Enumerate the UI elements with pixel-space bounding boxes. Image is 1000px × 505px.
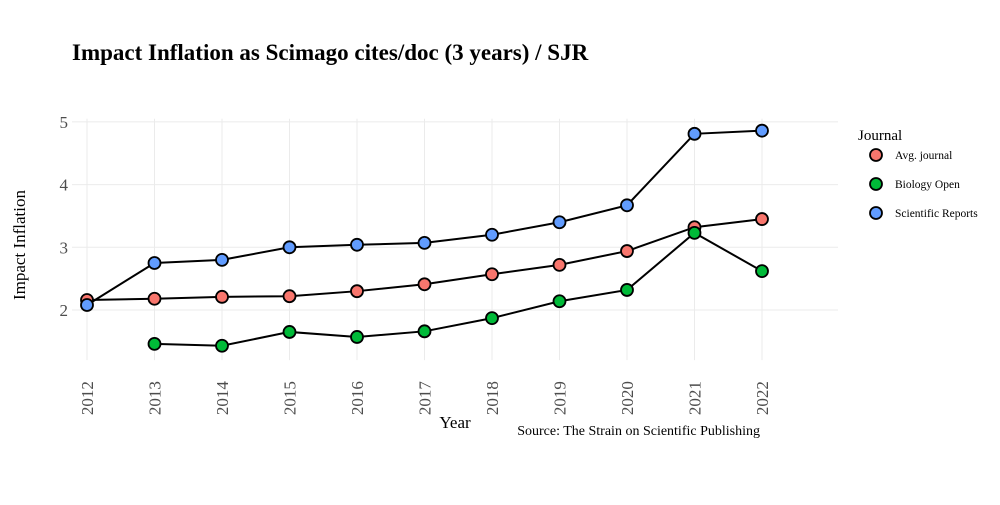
- data-point: [282, 240, 297, 255]
- y-tick-label: 4: [60, 176, 69, 195]
- x-tick-label: 2012: [78, 381, 97, 415]
- x-tick-label: 2013: [146, 381, 165, 415]
- x-tick-label: 2017: [416, 381, 435, 416]
- x-tick-label: 2020: [618, 381, 637, 415]
- x-tick-label: 2015: [281, 381, 300, 415]
- data-point: [552, 215, 567, 230]
- x-tick-label: 2016: [348, 381, 367, 415]
- y-tick-label: 5: [60, 113, 69, 132]
- data-point: [552, 257, 567, 272]
- data-point: [620, 198, 634, 213]
- legend-key: [869, 177, 883, 191]
- legend-label: Avg. journal: [895, 150, 952, 162]
- data-point: [282, 289, 297, 304]
- data-point: [350, 284, 364, 299]
- data-point: [417, 324, 432, 339]
- data-point: [417, 236, 432, 250]
- x-tick-label: 2022: [753, 381, 772, 415]
- x-tick-label: 2018: [483, 381, 502, 415]
- data-point: [755, 264, 769, 279]
- data-point: [687, 126, 702, 141]
- data-point: [755, 212, 769, 226]
- series-line-1: [154, 231, 763, 347]
- x-axis-label: Year: [439, 413, 471, 432]
- chart-title: Impact Inflation as Scimago cites/doc (3…: [72, 40, 589, 65]
- x-tick-label: 2021: [686, 381, 705, 415]
- data-point: [147, 336, 162, 351]
- x-tick-label: 2019: [551, 381, 570, 415]
- y-tick-label: 3: [60, 238, 69, 257]
- data-point: [147, 256, 162, 270]
- y-tick-label: 2: [60, 301, 69, 320]
- data-point: [215, 289, 229, 304]
- data-point: [215, 338, 229, 353]
- caption: Source: The Strain on Scientific Publish…: [517, 424, 760, 439]
- data-point: [687, 225, 702, 240]
- data-point: [282, 325, 297, 339]
- data-point: [485, 311, 499, 326]
- data-point: [755, 123, 769, 138]
- legend-label: Biology Open: [895, 179, 960, 191]
- data-point: [215, 252, 229, 267]
- data-point: [485, 227, 499, 242]
- legend-title: Journal: [858, 128, 902, 144]
- data-point: [350, 330, 364, 344]
- data-point: [620, 244, 634, 258]
- y-axis-label: Impact Inflation: [10, 190, 29, 300]
- data-point: [417, 277, 432, 292]
- data-point: [350, 237, 364, 252]
- data-point: [552, 294, 567, 309]
- data-point: [80, 298, 94, 312]
- legend-label: Scientific Reports: [895, 208, 978, 220]
- legend-key: [869, 148, 883, 162]
- data-point: [485, 267, 499, 282]
- x-tick-label: 2014: [213, 381, 232, 416]
- data-point: [620, 283, 634, 297]
- legend-key: [869, 206, 883, 220]
- data-point: [147, 291, 162, 306]
